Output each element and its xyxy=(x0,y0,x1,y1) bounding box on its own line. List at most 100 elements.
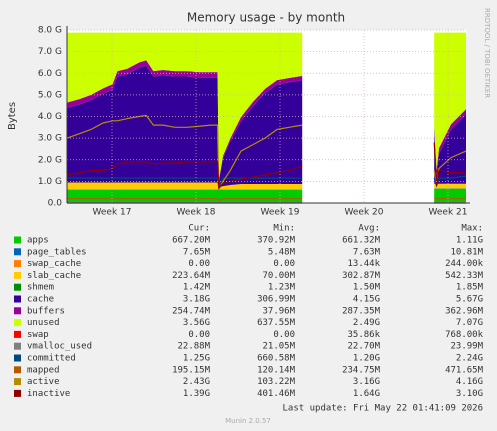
legend-value: 10.81M xyxy=(450,247,483,257)
legend-value: 120.14M xyxy=(257,365,296,375)
legend-value: 21.05M xyxy=(262,342,295,352)
y-tick-label: 5.0 G xyxy=(38,90,62,100)
legend-swatch xyxy=(14,354,21,362)
legend-swatch xyxy=(14,378,21,386)
y-tick-label: 2.0 G xyxy=(38,155,62,165)
legend-swatch xyxy=(14,342,21,350)
legend-value: 1.42M xyxy=(183,283,211,293)
legend-value: 542.33M xyxy=(445,271,484,281)
legend-label: vmalloc_used xyxy=(27,342,92,352)
line xyxy=(67,175,467,191)
legend-value: 234.75M xyxy=(342,365,381,375)
y-tick-label: 1.0 G xyxy=(38,177,62,187)
legend-value: 1.50M xyxy=(353,283,381,293)
legend-value: 37.96M xyxy=(262,306,295,316)
y-tick-label: 8.0 G xyxy=(38,26,62,36)
legend-swatch xyxy=(14,283,21,291)
legend-value: 4.16G xyxy=(456,377,483,387)
legend-value: 660.58M xyxy=(257,354,296,364)
legend-value: 244.00k xyxy=(445,259,484,269)
last-update: Last update: Fri May 22 01:41:09 2026 xyxy=(283,404,483,414)
legend-header: Min: xyxy=(273,224,295,234)
legend-value: 4.15G xyxy=(353,295,380,305)
area xyxy=(67,65,303,188)
y-axis-label: Bytes xyxy=(7,102,18,130)
x-tick-label: Week 18 xyxy=(177,208,216,218)
legend-label: apps xyxy=(27,236,49,246)
x-tick-label: Week 19 xyxy=(261,208,300,218)
legend-value: 13.44k xyxy=(347,259,380,269)
legend-swatch xyxy=(14,307,21,315)
legend-label: inactive xyxy=(27,389,70,399)
legend-value: 370.92M xyxy=(257,236,296,246)
legend-value: 5.67G xyxy=(456,295,483,305)
legend-swatch xyxy=(14,260,21,268)
legend-swatch xyxy=(14,271,21,279)
legend-swatch xyxy=(14,389,21,397)
legend-label: swap_cache xyxy=(27,259,81,269)
y-tick-label: 6.0 G xyxy=(38,69,62,79)
legend-value: 223.64M xyxy=(172,271,211,281)
area xyxy=(67,32,303,181)
legend-value: 302.87M xyxy=(342,271,381,281)
x-tick-label: Week 21 xyxy=(429,208,468,218)
legend-header: Cur: xyxy=(188,224,210,234)
line xyxy=(67,198,466,202)
legend-swatch xyxy=(14,319,21,327)
y-tick-label: 4.0 G xyxy=(38,112,62,122)
legend-value: 637.55M xyxy=(257,318,296,328)
legend-value: 0.00 xyxy=(273,330,295,340)
legend-value: 1.20G xyxy=(353,354,380,364)
legend-value: 287.35M xyxy=(342,306,381,316)
legend-label: unused xyxy=(27,318,60,328)
legend-value: 3.18G xyxy=(183,295,210,305)
area xyxy=(434,109,466,176)
legend-value: 22.70M xyxy=(347,342,380,352)
legend-label: cache xyxy=(27,295,54,305)
legend-value: 306.99M xyxy=(257,295,296,305)
legend-value: 3.16G xyxy=(353,377,380,387)
y-tick-label: 7.0 G xyxy=(38,47,62,57)
legend-value: 70.00M xyxy=(262,271,295,281)
legend-swatch xyxy=(14,366,21,374)
legend-value: 7.07G xyxy=(456,318,483,328)
legend-value: 1.11G xyxy=(456,236,483,246)
legend-value: 23.99M xyxy=(450,342,483,352)
legend-value: 254.74M xyxy=(172,306,211,316)
chart-title: Memory usage - by month xyxy=(187,11,345,25)
legend-label: mapped xyxy=(27,365,60,375)
legend-label: swap xyxy=(27,330,49,340)
legend-value: 2.43G xyxy=(183,377,210,387)
legend-label: shmem xyxy=(27,283,54,293)
y-tick-label: 3.0 G xyxy=(38,134,62,144)
legend-value: 471.65M xyxy=(445,365,484,375)
side-text: RRDTOOL / TOBI OETIKER xyxy=(483,8,491,98)
legend-value: 1.23M xyxy=(268,283,296,293)
legend-swatch xyxy=(14,236,21,244)
legend-value: 2.24G xyxy=(456,354,483,364)
legend-value: 0.00 xyxy=(188,330,210,340)
y-tick-label: 0.0 xyxy=(48,199,63,209)
footer: Munin 2.0.57 xyxy=(225,417,271,425)
legend-value: 1.39G xyxy=(183,389,210,399)
legend-value: 0.00 xyxy=(188,259,210,269)
area xyxy=(67,182,303,190)
legend-value: 1.25G xyxy=(183,354,210,364)
legend-value: 22.88M xyxy=(177,342,210,352)
legend-value: 2.49G xyxy=(353,318,380,328)
legend-header: Avg: xyxy=(358,224,380,234)
legend-value: 195.15M xyxy=(172,365,211,375)
legend-label: buffers xyxy=(27,306,65,316)
legend-swatch xyxy=(14,330,21,338)
legend-value: 0.00 xyxy=(273,259,295,269)
area xyxy=(434,183,466,189)
legend-label: active xyxy=(27,377,60,387)
area xyxy=(434,32,466,170)
legend-label: slab_cache xyxy=(27,271,81,281)
legend-value: 35.86k xyxy=(347,330,380,340)
legend-label: page_tables xyxy=(27,247,87,257)
legend-value: 667.20M xyxy=(172,236,211,246)
legend-value: 3.56G xyxy=(183,318,210,328)
legend-swatch xyxy=(14,248,21,256)
